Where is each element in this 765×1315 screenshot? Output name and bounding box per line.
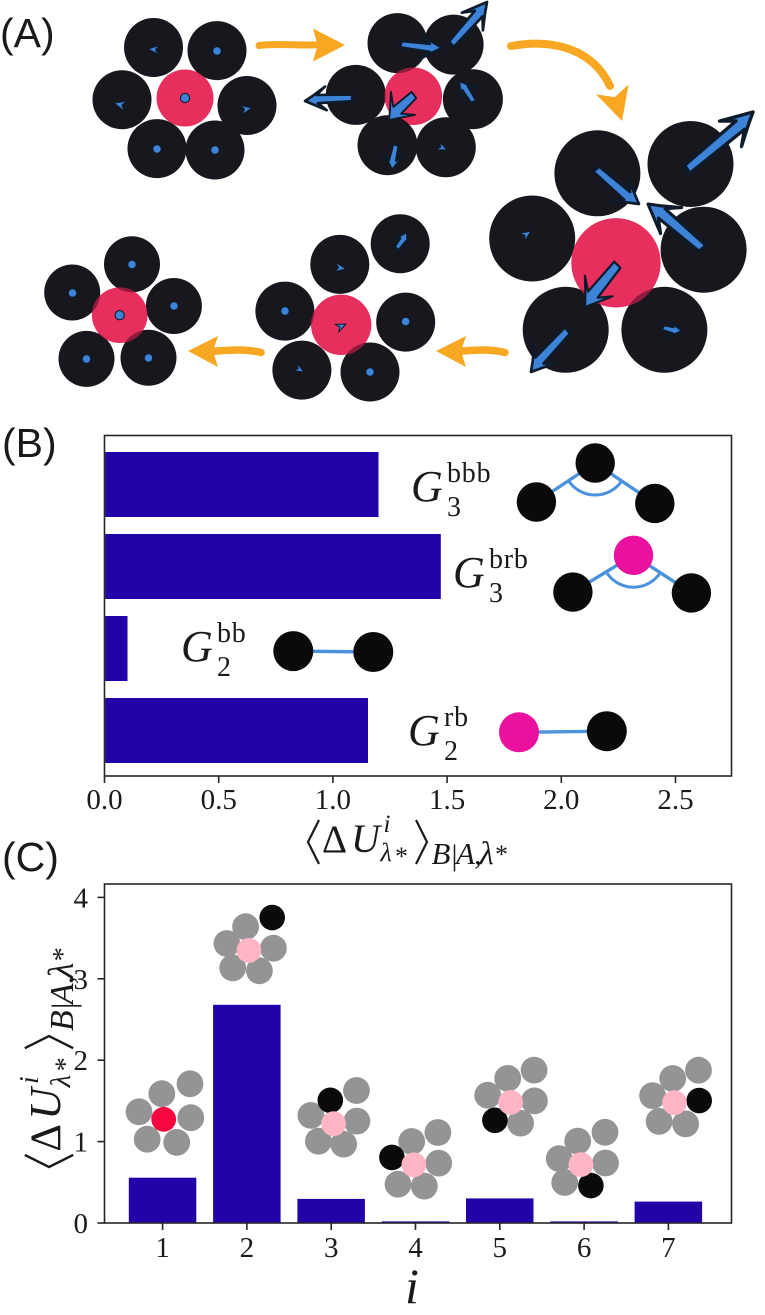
svg-text:U: U xyxy=(351,816,383,861)
svg-text:1.0: 1.0 xyxy=(315,784,351,816)
svg-text:2: 2 xyxy=(240,1232,255,1264)
svg-text:,: , xyxy=(44,976,81,985)
svg-text:*: * xyxy=(495,840,508,869)
svg-text:brb: brb xyxy=(489,544,529,575)
svg-text:λ: λ xyxy=(46,1075,77,1088)
svg-text:Δ: Δ xyxy=(23,1124,70,1152)
svg-text:U: U xyxy=(21,1085,70,1120)
svg-text:7: 7 xyxy=(661,1232,676,1264)
svg-text:6: 6 xyxy=(577,1232,592,1264)
svg-text:4: 4 xyxy=(408,1232,423,1264)
svg-text:3: 3 xyxy=(324,1232,339,1264)
svg-text:3: 3 xyxy=(74,964,89,996)
svg-text:,: , xyxy=(474,836,482,871)
svg-text:0.0: 0.0 xyxy=(86,784,122,816)
svg-text:*: * xyxy=(48,947,79,961)
svg-text:*: * xyxy=(395,842,408,871)
svg-text:i: i xyxy=(384,811,391,838)
svg-text:|: | xyxy=(46,1003,82,1010)
svg-text:(B): (B) xyxy=(2,420,57,466)
svg-text:3: 3 xyxy=(447,492,461,523)
svg-text:B: B xyxy=(432,836,451,871)
svg-text:A: A xyxy=(454,836,476,871)
svg-text:bbb: bbb xyxy=(447,458,491,489)
svg-text:i: i xyxy=(13,1076,44,1084)
svg-text:|: | xyxy=(452,839,458,872)
svg-text:B: B xyxy=(44,1010,81,1031)
svg-text:(C): (C) xyxy=(2,834,59,880)
svg-text:3: 3 xyxy=(489,578,503,609)
svg-text:λ: λ xyxy=(479,836,494,872)
svg-text:Δ: Δ xyxy=(322,818,347,861)
svg-text:1.5: 1.5 xyxy=(429,784,465,816)
svg-text:4: 4 xyxy=(74,882,89,914)
svg-text:bb: bb xyxy=(217,618,247,649)
svg-text:rb: rb xyxy=(444,702,469,733)
svg-text:5: 5 xyxy=(493,1232,508,1264)
svg-text:A: A xyxy=(44,983,81,1006)
svg-text:0.5: 0.5 xyxy=(201,784,237,816)
svg-text:G: G xyxy=(181,622,213,671)
svg-text:1: 1 xyxy=(155,1232,170,1264)
svg-text:λ: λ xyxy=(41,963,81,980)
svg-text:0: 0 xyxy=(74,1208,89,1240)
svg-text:G: G xyxy=(453,548,485,597)
svg-text:G: G xyxy=(408,706,440,755)
svg-text:i: i xyxy=(405,1258,419,1314)
svg-text:G: G xyxy=(411,462,443,511)
svg-text:2: 2 xyxy=(74,1045,89,1077)
svg-text:2: 2 xyxy=(444,736,458,767)
svg-text:(A): (A) xyxy=(0,10,55,56)
svg-text:2.5: 2.5 xyxy=(657,784,693,816)
svg-text:λ: λ xyxy=(380,838,392,867)
svg-text:2.0: 2.0 xyxy=(543,784,579,816)
svg-text:*: * xyxy=(50,1057,81,1071)
svg-text:1: 1 xyxy=(74,1127,89,1159)
svg-text:2: 2 xyxy=(217,652,231,683)
